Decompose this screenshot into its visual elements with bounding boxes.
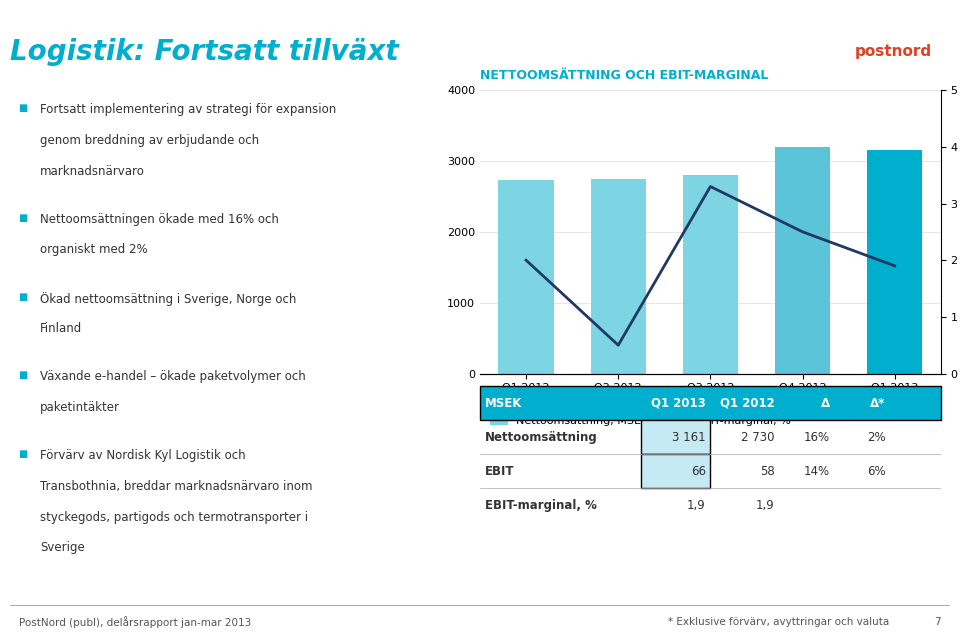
- Text: Ökad nettoomsättning i Sverige, Norge och: Ökad nettoomsättning i Sverige, Norge oc…: [40, 292, 297, 305]
- Text: postnord: postnord: [854, 44, 931, 59]
- Text: 14%: 14%: [804, 465, 830, 478]
- FancyBboxPatch shape: [641, 421, 710, 455]
- Bar: [867, 149, 923, 374]
- Text: 1,9: 1,9: [687, 499, 706, 512]
- FancyBboxPatch shape: [480, 386, 941, 421]
- Text: PostNord (publ), delårsrapport jan-mar 2013: PostNord (publ), delårsrapport jan-mar 2…: [19, 616, 252, 628]
- Text: genom breddning av erbjudande och: genom breddning av erbjudande och: [40, 134, 259, 147]
- Text: Fortsatt implementering av strategi för expansion: Fortsatt implementering av strategi för …: [40, 103, 336, 117]
- Text: 6%: 6%: [867, 465, 885, 478]
- Text: * Exklusive förvärv, avyttringar och valuta: * Exklusive förvärv, avyttringar och val…: [668, 617, 889, 627]
- Bar: [590, 178, 646, 374]
- Text: Sverige: Sverige: [40, 541, 84, 554]
- Text: 3 161: 3 161: [672, 431, 706, 444]
- Text: ■: ■: [18, 292, 28, 301]
- Text: ■: ■: [18, 103, 28, 113]
- Bar: [498, 180, 554, 374]
- Text: 7: 7: [934, 617, 941, 627]
- Text: Finland: Finland: [40, 322, 83, 336]
- Text: MSEK: MSEK: [485, 397, 522, 410]
- Text: Q1 2013: Q1 2013: [651, 397, 706, 410]
- Text: organiskt med 2%: organiskt med 2%: [40, 243, 148, 256]
- Text: EBIT: EBIT: [485, 465, 515, 478]
- Text: Nettoomsättning: Nettoomsättning: [485, 431, 597, 444]
- Text: ■: ■: [18, 450, 28, 459]
- Text: 2%: 2%: [867, 431, 885, 444]
- Text: Logistik: Fortsatt tillväxt: Logistik: Fortsatt tillväxt: [10, 37, 398, 66]
- Text: Q1 2012: Q1 2012: [720, 397, 775, 410]
- Text: EBIT-marginal, %: EBIT-marginal, %: [485, 499, 596, 512]
- Text: 66: 66: [691, 465, 706, 478]
- Text: Förvärv av Nordisk Kyl Logistik och: Förvärv av Nordisk Kyl Logistik och: [40, 450, 246, 462]
- Text: 16%: 16%: [804, 431, 830, 444]
- Text: styckegods, partigods och termotransporter i: styckegods, partigods och termotransport…: [40, 511, 308, 524]
- Text: 2 730: 2 730: [741, 431, 775, 444]
- Bar: [775, 147, 830, 374]
- FancyBboxPatch shape: [641, 455, 710, 488]
- Text: ■: ■: [18, 370, 28, 381]
- Text: Nettoomsättningen ökade med 16% och: Nettoomsättningen ökade med 16% och: [40, 213, 278, 226]
- Text: Δ: Δ: [821, 397, 830, 410]
- Text: ■: ■: [18, 213, 28, 223]
- Text: 1,9: 1,9: [756, 499, 775, 512]
- Text: Växande e-handel – ökade paketvolymer och: Växande e-handel – ökade paketvolymer oc…: [40, 370, 305, 383]
- Legend: Nettoomsättning, MSEK, EBIT-marginal, %: Nettoomsättning, MSEK, EBIT-marginal, %: [486, 412, 795, 430]
- Text: Transbothnia, breddar marknadsnärvaro inom: Transbothnia, breddar marknadsnärvaro in…: [40, 480, 312, 493]
- Text: NETTOOMSÄTTNING OCH EBIT-MARGINAL: NETTOOMSÄTTNING OCH EBIT-MARGINAL: [480, 69, 768, 82]
- Text: marknadsnärvaro: marknadsnärvaro: [40, 165, 145, 178]
- Text: Δ*: Δ*: [870, 397, 885, 410]
- Bar: [683, 175, 738, 374]
- Text: paketintäkter: paketintäkter: [40, 401, 120, 414]
- Text: 58: 58: [760, 465, 775, 478]
